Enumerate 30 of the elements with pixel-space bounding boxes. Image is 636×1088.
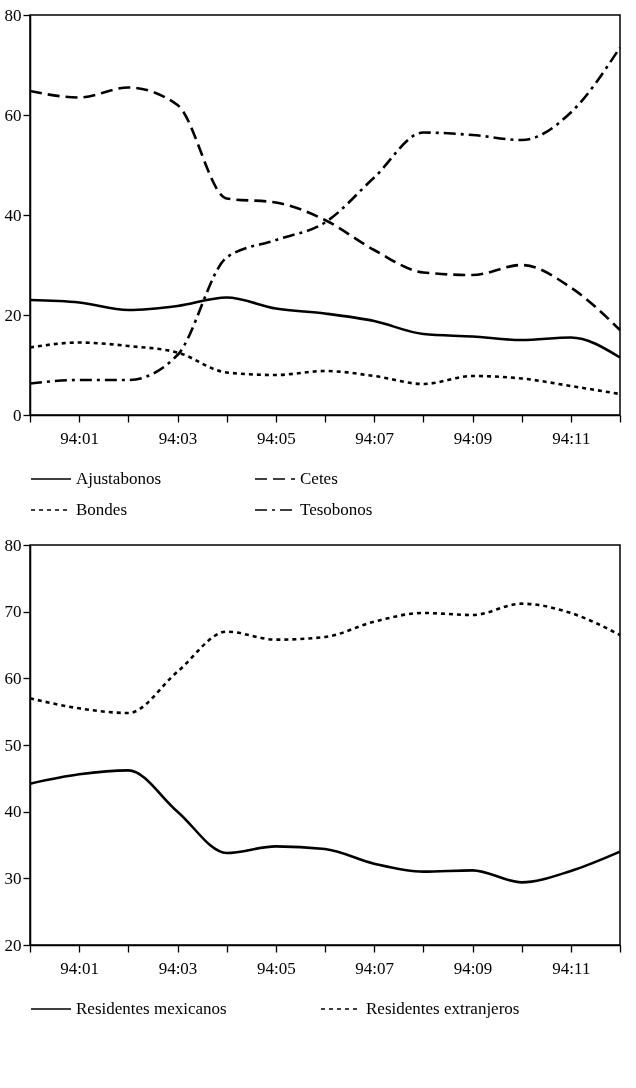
x-tick-label: 94:01 [60,958,100,978]
legend-label: Ajustabonos [76,469,161,488]
x-tick-label: 94:07 [355,958,395,978]
x-tick-label: 94:03 [158,428,198,448]
y-tick-label: 20 [4,935,22,955]
y-tick-label: 70 [4,602,22,622]
y-tick-label: 50 [4,735,22,755]
x-tick-label: 94:03 [158,958,198,978]
x-tick-label: 94:11 [552,958,591,978]
y-tick-label: 0 [13,405,22,425]
x-tick-label: 94:09 [453,428,493,448]
legend-label: Residentes mexicanos [76,999,227,1018]
x-tick-label: 94:05 [256,428,296,448]
y-tick-label: 40 [4,802,22,822]
x-tick-label: 94:11 [552,428,591,448]
y-tick-label: 60 [4,105,22,125]
y-tick-label: 60 [4,668,22,688]
x-tick-label: 94:05 [256,958,296,978]
legend-label: Residentes extranjeros [366,999,520,1018]
y-tick-label: 30 [4,868,22,888]
x-tick-label: 94:07 [355,428,395,448]
legend-label: Tesobonos [300,500,373,519]
y-tick-label: 20 [4,305,22,325]
y-tick-label: 80 [4,535,22,555]
x-tick-label: 94:01 [60,428,100,448]
legend-label: Cetes [300,469,338,488]
y-tick-label: 80 [4,5,22,25]
y-tick-label: 40 [4,205,22,225]
x-tick-label: 94:09 [453,958,493,978]
legend-label: Bondes [76,500,127,519]
